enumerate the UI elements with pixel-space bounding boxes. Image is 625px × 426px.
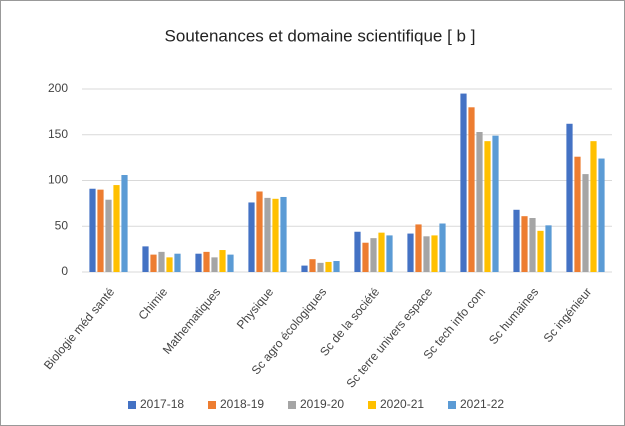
bar xyxy=(476,132,483,272)
bar xyxy=(280,196,287,272)
bar xyxy=(439,223,446,272)
legend-label: 2019-20 xyxy=(300,397,344,411)
legend-swatch xyxy=(208,401,216,409)
legend-label: 2017-18 xyxy=(140,397,184,411)
bar xyxy=(317,262,324,272)
bar xyxy=(166,257,173,272)
legend-swatch xyxy=(368,401,376,409)
legend-swatch xyxy=(448,401,456,409)
bar xyxy=(227,254,234,272)
bar xyxy=(545,225,552,272)
bar xyxy=(354,231,361,272)
legend-swatch xyxy=(128,401,136,409)
bar xyxy=(121,175,128,272)
bar xyxy=(150,254,157,272)
bar xyxy=(325,261,332,272)
bar xyxy=(484,141,491,272)
legend-label: 2020-21 xyxy=(380,397,424,411)
bar xyxy=(97,189,104,272)
bar xyxy=(309,259,316,272)
bar xyxy=(113,185,120,272)
y-tick-label: 50 xyxy=(55,218,69,232)
y-tick-label: 150 xyxy=(48,127,68,141)
bar xyxy=(513,209,520,272)
bar xyxy=(378,232,385,272)
bar xyxy=(386,235,393,272)
bar xyxy=(582,174,589,272)
bar xyxy=(272,198,279,272)
bar xyxy=(256,191,263,272)
bar xyxy=(105,199,112,272)
y-tick-label: 0 xyxy=(61,264,68,278)
bar xyxy=(407,233,414,272)
bar xyxy=(362,242,369,272)
bar xyxy=(195,253,202,272)
bar xyxy=(174,253,181,272)
bar xyxy=(590,141,597,272)
legend-swatch xyxy=(288,401,296,409)
bar xyxy=(460,93,467,272)
bar xyxy=(574,156,581,272)
bar xyxy=(529,218,536,272)
bar xyxy=(142,246,149,272)
y-tick-label: 200 xyxy=(48,81,68,95)
bar xyxy=(415,224,422,272)
legend-label: 2021-22 xyxy=(460,397,504,411)
bar xyxy=(264,197,271,272)
chart-title: Soutenances et domaine scientifique [ b … xyxy=(165,26,476,45)
bar xyxy=(333,261,340,272)
bar xyxy=(158,251,165,272)
bar xyxy=(301,265,308,272)
y-tick-label: 100 xyxy=(48,173,68,187)
bar xyxy=(468,107,475,272)
bar xyxy=(211,257,218,272)
bar xyxy=(537,230,544,272)
bar xyxy=(566,123,573,273)
bar xyxy=(248,202,255,272)
bar xyxy=(598,158,605,272)
bar xyxy=(492,135,499,272)
bar xyxy=(521,216,528,272)
bar xyxy=(219,250,226,272)
legend-label: 2018-19 xyxy=(220,397,264,411)
bar xyxy=(203,251,210,272)
bar xyxy=(431,235,438,272)
bar xyxy=(423,236,430,272)
bar xyxy=(370,238,377,272)
bar xyxy=(89,188,96,272)
